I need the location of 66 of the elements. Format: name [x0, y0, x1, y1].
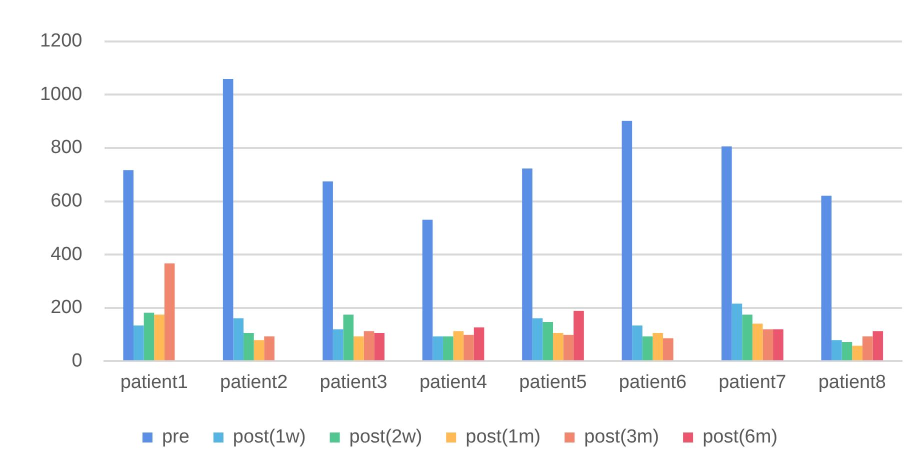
bar — [522, 168, 532, 360]
bar — [742, 314, 752, 360]
bar — [464, 334, 474, 360]
x-tick-label: patient3 — [320, 372, 388, 393]
bar — [244, 332, 254, 360]
bar — [254, 340, 264, 360]
x-tick-label: patient5 — [519, 372, 587, 393]
x-tick-label: patient6 — [618, 372, 687, 393]
bar — [752, 324, 763, 360]
legend-label: post(1m) — [466, 426, 541, 448]
bar — [852, 346, 862, 360]
legend-label: post(2w) — [349, 426, 422, 448]
y-tick-label: 0 — [72, 350, 82, 372]
bar — [123, 170, 134, 360]
bar — [442, 336, 454, 360]
bar — [732, 304, 742, 360]
bar — [354, 336, 364, 360]
bar — [332, 329, 344, 360]
bar — [264, 336, 274, 360]
y-tick-label: 400 — [50, 244, 82, 265]
y-tick-label: 600 — [50, 190, 82, 212]
bar — [632, 325, 642, 360]
bar — [364, 331, 374, 360]
x-tick-label: patient1 — [120, 372, 188, 393]
bar — [762, 329, 774, 360]
bar — [663, 338, 674, 360]
x-tick-label: patient7 — [718, 372, 786, 393]
bar — [532, 318, 543, 360]
bar — [453, 331, 464, 360]
bar — [154, 314, 164, 360]
x-tick-label: patient4 — [419, 372, 488, 393]
bar — [622, 120, 632, 360]
bar — [474, 327, 484, 360]
bar — [563, 334, 574, 360]
bar — [652, 332, 664, 360]
y-tick-label: 1200 — [40, 30, 82, 52]
bar — [164, 263, 175, 360]
legend-label: pre — [162, 426, 190, 448]
bar — [842, 342, 852, 360]
bar — [222, 78, 234, 360]
y-tick-label: 800 — [50, 137, 82, 158]
y-tick-label: 1000 — [40, 84, 82, 105]
bar — [862, 336, 873, 360]
x-tick-label: patient8 — [818, 372, 886, 393]
bar — [821, 196, 832, 360]
bar — [872, 331, 884, 360]
bar — [773, 329, 784, 360]
bar — [432, 336, 443, 360]
bar — [322, 181, 333, 360]
bar — [422, 220, 433, 360]
bar — [642, 336, 653, 360]
x-tick-label: patient2 — [220, 372, 288, 393]
bar — [233, 318, 244, 360]
legend-label: post(6m) — [702, 426, 778, 448]
bar — [832, 340, 842, 360]
bar — [552, 332, 564, 360]
bar — [542, 322, 553, 360]
bar — [574, 310, 584, 360]
bar — [343, 314, 354, 360]
y-tick-label: 200 — [50, 297, 82, 318]
bar — [144, 312, 154, 360]
bar — [722, 146, 732, 360]
legend-label: post(3m) — [584, 426, 660, 448]
bar — [134, 325, 144, 360]
legend-label: post(1w) — [232, 426, 306, 448]
bar — [374, 332, 384, 360]
